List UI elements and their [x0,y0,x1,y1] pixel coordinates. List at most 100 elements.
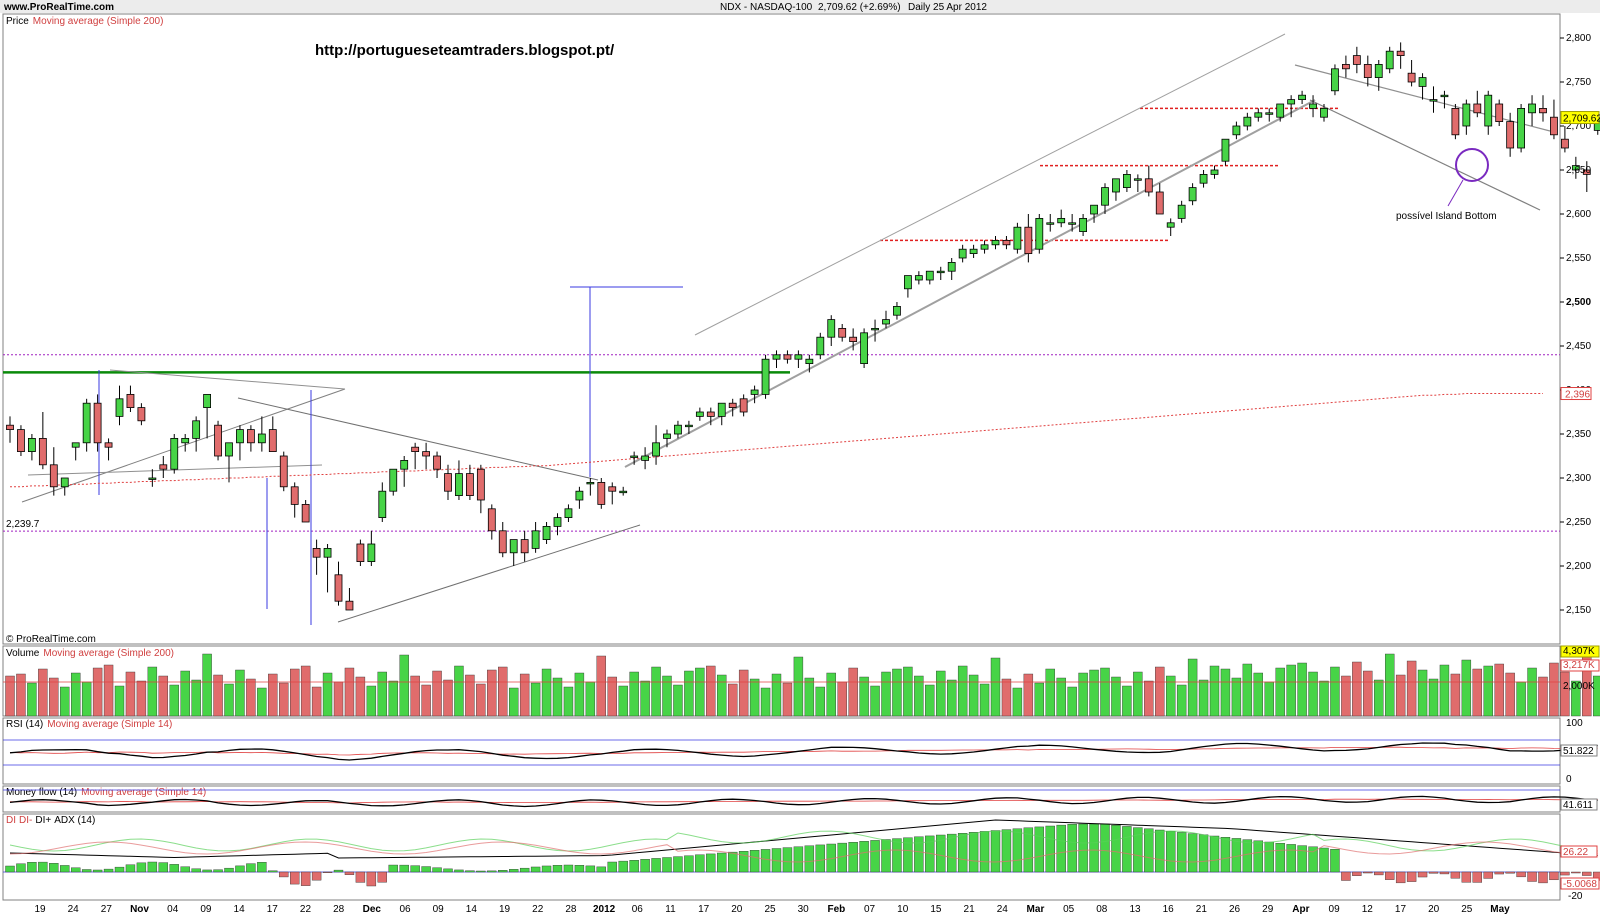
x-tick-label: 17 [698,904,710,915]
blog-url[interactable]: http://portugueseteamtraders.blogspot.pt… [315,42,615,59]
di-bar [903,837,913,873]
volume-bar [1242,663,1253,717]
volume-bar [92,667,103,717]
indicator-layer [3,653,1600,887]
volume-bar [892,668,902,717]
volume-bar [793,656,804,717]
volume-bar [1395,674,1406,717]
candle-body [717,402,726,417]
volume-bar [432,670,442,717]
volume-bar [1505,672,1515,717]
volume-bar [268,673,278,717]
candle-body [1462,103,1471,127]
volume-bar [1264,681,1274,717]
volume-bar [1330,666,1340,717]
candle-body [1495,103,1504,123]
candle-body [257,433,266,444]
x-tick-label: 29 [1262,904,1274,915]
candle-body [586,481,595,485]
candle-body [542,526,551,541]
mf-badge [1560,798,1598,811]
volume-bar [771,673,782,717]
candle-body [1571,165,1580,171]
volume-bar [837,681,847,717]
di-bar [607,861,617,873]
di-bar [432,867,442,873]
candle-body [871,327,879,331]
volume-bar [936,670,946,717]
di-bar [344,871,355,875]
volume-bar [1056,677,1066,717]
x-tick-label: 20 [1428,904,1440,915]
volume-bar [574,672,585,717]
candle-body [433,455,441,470]
volume-bar [684,670,694,717]
di-bar [914,836,924,873]
mf-line [9,795,1598,808]
volume-bar [1034,682,1045,717]
candle-body [652,442,660,457]
volume-bar [695,667,705,717]
di-bar [1472,871,1483,883]
x-tick-label: 17 [1395,904,1407,915]
di-bar [1286,844,1296,873]
level-label: 2,239.7 [6,519,40,530]
di-bar [213,869,223,873]
candle-body [1517,108,1525,149]
candle-body [827,319,836,338]
candle-body [663,433,671,439]
candle-body [794,354,803,360]
adx-legend: DI DI- DI+ ADX (14) [6,815,95,826]
x-tick-label: 21 [964,904,976,915]
di-bar [235,865,245,873]
x-tick-label: 16 [1163,904,1175,915]
x-tick-label: 28 [333,904,345,915]
volume-bar [607,676,617,717]
candle-body [520,539,529,554]
candle-body [739,398,748,413]
annotation-pointer [1447,179,1464,207]
volume-bar [1078,672,1088,717]
price-panel[interactable] [2,13,1561,645]
volume-bar [27,682,37,717]
volume-bar [925,684,935,717]
volume-bar [224,683,234,717]
candle-body [1199,173,1208,184]
volume-bar [1549,662,1559,717]
volume-bar [1494,663,1504,717]
candles-layer [6,42,1600,611]
candle-body [1528,103,1536,114]
di-bar [1242,839,1253,873]
price-tick-label: 2,550 [1566,253,1591,264]
candle-body [126,393,135,408]
price-tick-label: 2,500 [1566,297,1591,308]
volume-bar [1176,684,1187,717]
di-bar [355,871,366,883]
x-tick-label: 20 [731,904,743,915]
di-bar [1516,871,1526,878]
volume-bar [1187,658,1198,717]
candle-body [356,543,365,563]
candle-body [1407,72,1416,83]
candle-body [1079,217,1087,232]
volume-bar [1384,653,1395,717]
volume-bar [1516,681,1526,717]
candle-body [1254,112,1263,118]
di-bar [684,855,694,873]
candle-body [1057,217,1066,224]
x-tick-label: 27 [101,904,113,915]
candle-body [608,486,617,492]
di-bar [268,870,278,873]
volume-bar [202,653,212,717]
volume-bar [180,670,190,717]
volume-bar [859,676,869,717]
di-bar [1582,871,1592,876]
site-label[interactable]: www.ProRealTime.com [3,2,114,13]
di-bar [125,864,136,873]
di-bar [738,851,749,873]
candle-body [1385,50,1394,70]
rsi-tick-label: 51.822 [1563,746,1594,757]
x-tick-label: May [1490,904,1510,915]
candle-body [816,336,825,356]
di-bar [629,860,639,873]
